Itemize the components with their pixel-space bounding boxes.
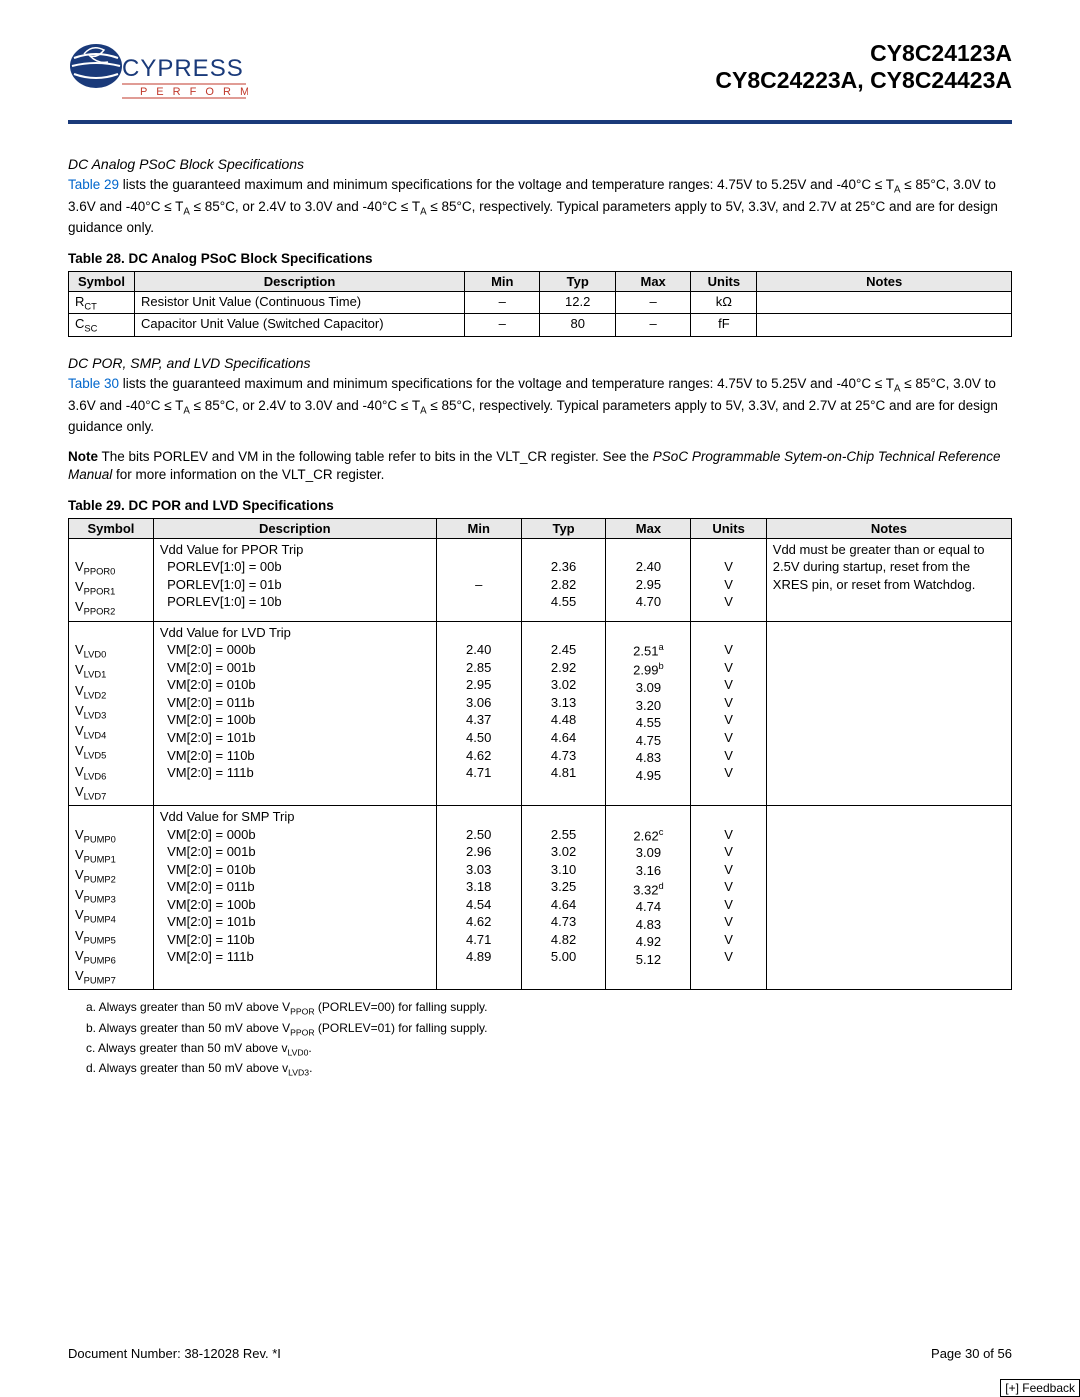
table-header: Min xyxy=(436,518,521,538)
table-row: VPPOR0VPPOR1VPPOR2Vdd Value for PPOR Tri… xyxy=(69,538,1012,621)
section-b-paragraph: Table 30 lists the guaranteed maximum an… xyxy=(68,375,1012,436)
table-header: Symbol xyxy=(69,271,135,291)
footnote-d: d. Always greater than 50 mV above vLVD3… xyxy=(86,1061,1012,1077)
table-header: Min xyxy=(465,271,540,291)
table30-link[interactable]: Table 30 xyxy=(68,376,119,391)
footnote-b: b. Always greater than 50 mV above VPPOR… xyxy=(86,1021,1012,1037)
table-header: Max xyxy=(615,271,690,291)
logo-icon: CYPRESS P E R F O R M xyxy=(68,40,248,114)
feedback-button[interactable]: [+] Feedback xyxy=(1000,1379,1080,1397)
cypress-logo: CYPRESS P E R F O R M xyxy=(68,40,248,114)
page-number: Page 30 of 56 xyxy=(931,1346,1012,1361)
header-rule xyxy=(68,120,1012,124)
table-header: Units xyxy=(691,271,757,291)
section-a-paragraph: Table 29 lists the guaranteed maximum an… xyxy=(68,176,1012,237)
page-root: CYPRESS P E R F O R M CY8C24123A CY8C242… xyxy=(0,0,1080,1078)
footnote-a: a. Always greater than 50 mV above VPPOR… xyxy=(86,1000,1012,1016)
svg-text:CYPRESS: CYPRESS xyxy=(122,55,244,82)
table-row: VPUMP0VPUMP1VPUMP2VPUMP3VPUMP4VPUMP5VPUM… xyxy=(69,806,1012,990)
table28-caption: Table 28. DC Analog PSoC Block Specifica… xyxy=(68,251,1012,266)
section-b-note: Note The bits PORLEV and VM in the follo… xyxy=(68,448,1012,484)
chip-part-numbers: CY8C24123A CY8C24223A, CY8C24423A xyxy=(715,40,1012,94)
table-header: Description xyxy=(153,518,436,538)
table-row: RCTResistor Unit Value (Continuous Time)… xyxy=(69,291,1012,314)
table-header: Symbol xyxy=(69,518,154,538)
chip-title-1: CY8C24123A xyxy=(715,40,1012,67)
table-header: Max xyxy=(606,518,691,538)
table29-link[interactable]: Table 29 xyxy=(68,177,119,192)
page-footer: Document Number: 38-12028 Rev. *I Page 3… xyxy=(68,1346,1012,1361)
footnotes: a. Always greater than 50 mV above VPPOR… xyxy=(86,1000,1012,1078)
table-header: Description xyxy=(135,271,465,291)
doc-number: Document Number: 38-12028 Rev. *I xyxy=(68,1346,281,1361)
page-header: CYPRESS P E R F O R M CY8C24123A CY8C242… xyxy=(68,40,1012,114)
footnote-c: c. Always greater than 50 mV above vLVD0… xyxy=(86,1041,1012,1057)
table-header: Typ xyxy=(540,271,615,291)
table-header: Notes xyxy=(766,518,1011,538)
table-row: VLVD0VLVD1VLVD2VLVD3VLVD4VLVD5VLVD6VLVD7… xyxy=(69,621,1012,805)
table-row: CSCCapacitor Unit Value (Switched Capaci… xyxy=(69,314,1012,337)
table-header: Notes xyxy=(757,271,1012,291)
svg-text:P E R F O R M: P E R F O R M xyxy=(140,86,248,98)
chip-title-2: CY8C24223A, CY8C24423A xyxy=(715,67,1012,94)
table28: SymbolDescriptionMinTypMaxUnitsNotes RCT… xyxy=(68,271,1012,337)
table-header: Typ xyxy=(521,518,606,538)
table29-caption: Table 29. DC POR and LVD Specifications xyxy=(68,498,1012,513)
section-a-title: DC Analog PSoC Block Specifications xyxy=(68,156,1012,172)
table-header: Units xyxy=(691,518,766,538)
table29: SymbolDescriptionMinTypMaxUnitsNotes VPP… xyxy=(68,518,1012,991)
section-b-title: DC POR, SMP, and LVD Specifications xyxy=(68,355,1012,371)
